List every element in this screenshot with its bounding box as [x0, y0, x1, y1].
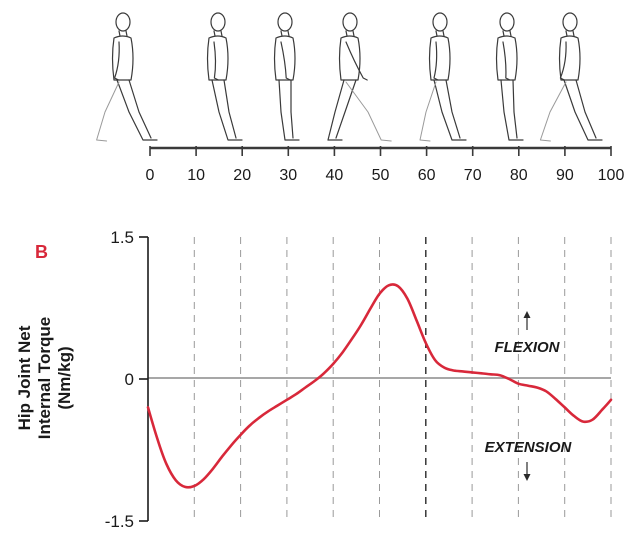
extension-label: EXTENSION — [485, 439, 573, 456]
gait-tick-label: 10 — [187, 167, 205, 184]
panel-label: B — [35, 242, 48, 262]
extension-annotation: EXTENSION — [485, 439, 573, 481]
flexion-annotation: FLEXION — [494, 311, 561, 356]
walking-figure-icon — [206, 12, 243, 141]
y-tick-label: 1.5 — [110, 228, 134, 247]
gait-tick-label: 40 — [326, 167, 344, 184]
flexion-arrowhead-icon — [523, 311, 531, 318]
y-axis-label-line-1: Hip Joint Net — [15, 325, 34, 430]
hip-torque-series-line — [146, 283, 613, 489]
gait-tick-label: 80 — [510, 167, 528, 184]
walking-figure-icon — [273, 12, 300, 141]
gait-tick-label: 90 — [556, 167, 574, 184]
y-axis-label-line-3: (Nm/kg) — [55, 346, 74, 409]
vertical-gridlines — [193, 237, 612, 521]
gait-timeline-ticks: 0 10 20 30 40 50 60 70 80 90 100 — [146, 146, 625, 184]
walking-figure-icon — [419, 12, 467, 142]
gait-tick-label: 30 — [279, 167, 297, 184]
gait-tick-label: 20 — [233, 167, 251, 184]
gait-tick-label: 70 — [464, 167, 482, 184]
y-axis-ticks: 1.5 0 -1.5 — [105, 228, 148, 531]
gait-tick-label: 0 — [146, 167, 155, 184]
y-tick-label: 0 — [125, 370, 134, 389]
gait-tick-label: 50 — [372, 167, 390, 184]
gait-tick-label: 60 — [418, 167, 436, 184]
gait-tick-label: 100 — [598, 167, 625, 184]
extension-arrowhead-icon — [523, 474, 531, 481]
walking-figure-icon — [327, 12, 392, 142]
gait-cycle-illustration — [96, 12, 603, 142]
y-tick-label: -1.5 — [105, 512, 134, 531]
walking-figure-icon — [96, 12, 158, 142]
y-axis-label: Hip Joint Net Internal Torque (Nm/kg) — [15, 317, 74, 439]
flexion-label: FLEXION — [494, 339, 560, 356]
y-axis-label-line-2: Internal Torque — [35, 317, 54, 439]
walking-figure-icon — [539, 12, 603, 142]
walking-figure-icon — [495, 12, 524, 141]
